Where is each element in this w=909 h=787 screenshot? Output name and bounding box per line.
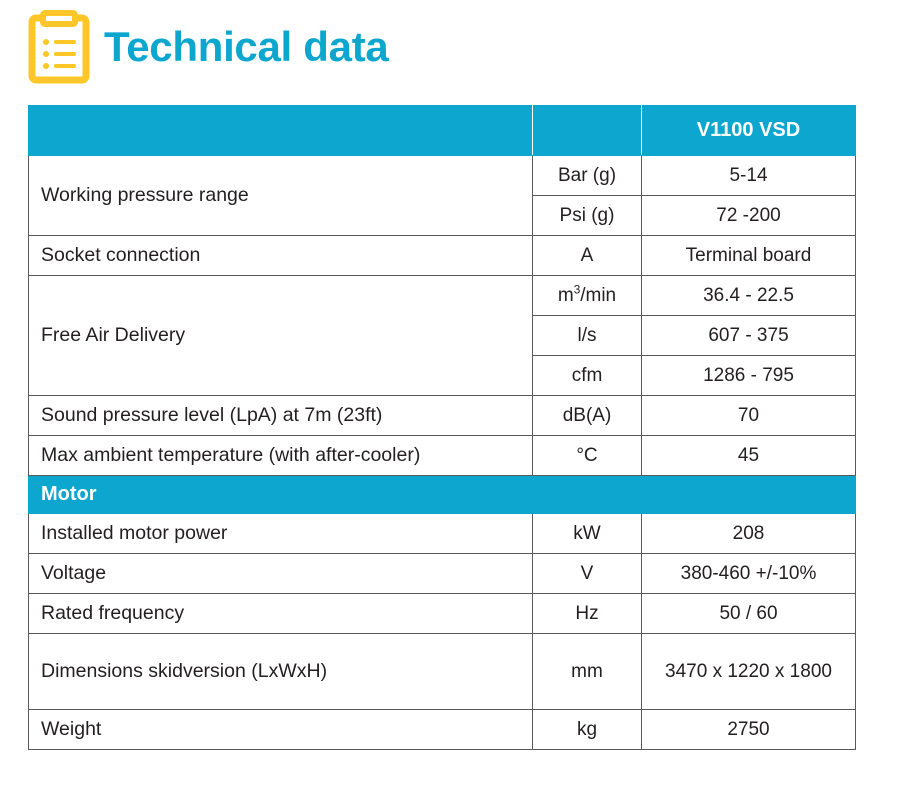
clipboard-icon [28, 10, 90, 84]
row-label: Installed motor power [28, 513, 533, 554]
row-unit: Bar (g) [532, 155, 642, 196]
row-label: Sound pressure level (LpA) at 7m (23ft) [28, 395, 533, 436]
table-row: Psi (g) 72 -200 [29, 195, 856, 236]
page-title: Technical data [104, 23, 389, 70]
section-label: Motor [28, 475, 856, 514]
row-value: Terminal board [641, 235, 856, 276]
row-value: 72 -200 [641, 195, 856, 236]
row-unit: m3/min [532, 275, 642, 316]
row-label: Voltage [28, 553, 533, 594]
header-model: V1100 VSD [641, 105, 856, 156]
row-value: 3470 x 1220 x 1800 [641, 633, 856, 710]
row-value: 607 - 375 [641, 315, 856, 356]
table-row: Socket connection A Terminal board [28, 235, 856, 276]
table-row: Weight kg 2750 [28, 709, 856, 750]
row-value: 45 [641, 435, 856, 476]
page-header: Technical data [28, 4, 389, 90]
row-unit: l/s [532, 315, 642, 356]
unit-superscript: 3 [573, 283, 581, 297]
row-value: 50 / 60 [641, 593, 856, 634]
row-unit: Psi (g) [532, 195, 642, 236]
table-row: Dimensions skidversion (LxWxH) mm 3470 x… [28, 633, 856, 710]
table-row: cfm 1286 - 795 [29, 355, 856, 396]
table-row: Installed motor power kW 208 [28, 513, 856, 554]
row-value: 70 [641, 395, 856, 436]
technical-data-table: V1100 VSD Working pressure range Bar (g)… [28, 105, 856, 750]
row-unit: kW [532, 513, 642, 554]
row-unit: Hz [532, 593, 642, 634]
row-label: Working pressure range [28, 155, 533, 236]
table-header-row: V1100 VSD [28, 105, 856, 156]
row-value: 1286 - 795 [641, 355, 856, 396]
row-label: Free Air Delivery [28, 275, 533, 396]
unit-base: m [557, 284, 574, 306]
row-unit: °C [532, 435, 642, 476]
table-row: Sound pressure level (LpA) at 7m (23ft) … [28, 395, 856, 436]
row-label: Max ambient temperature (with after-cool… [28, 435, 533, 476]
section-header-motor: Motor [28, 475, 856, 514]
table-row: Voltage V 380-460 +/-10% [28, 553, 856, 594]
row-unit: V [532, 553, 642, 594]
row-value: 5-14 [641, 155, 856, 196]
row-label: Weight [28, 709, 533, 750]
row-unit: kg [532, 709, 642, 750]
header-blank-unit [532, 105, 642, 156]
table-row: Rated frequency Hz 50 / 60 [28, 593, 856, 634]
row-value: 2750 [641, 709, 856, 750]
row-value: 208 [641, 513, 856, 554]
row-label: Socket connection [28, 235, 533, 276]
table-row: Working pressure range Bar (g) 5-14 [28, 155, 856, 236]
row-value: 36.4 - 22.5 [641, 275, 856, 316]
row-label: Rated frequency [28, 593, 533, 634]
row-unit: cfm [532, 355, 642, 396]
row-label: Dimensions skidversion (LxWxH) [28, 633, 533, 710]
row-value: 380-460 +/-10% [641, 553, 856, 594]
row-unit: mm [532, 633, 642, 710]
table-row: Max ambient temperature (with after-cool… [28, 435, 856, 476]
header-blank-label [28, 105, 533, 156]
row-unit: A [532, 235, 642, 276]
row-unit: dB(A) [532, 395, 642, 436]
table-row: Free Air Delivery m3/min 36.4 - 22.5 [28, 275, 856, 396]
unit-rest: /min [580, 284, 617, 306]
table-row: l/s 607 - 375 [29, 315, 856, 356]
